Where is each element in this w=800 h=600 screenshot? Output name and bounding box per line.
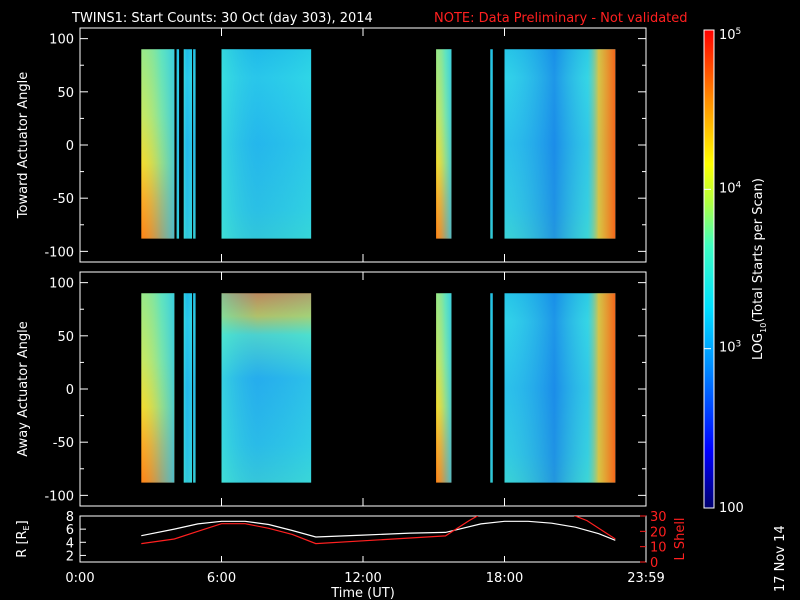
chart-title: TWINS1: Start Counts: 30 Oct (day 303), … <box>71 11 373 26</box>
heatmap-band-shade <box>436 293 452 483</box>
r-tick-label: 6 <box>66 523 74 538</box>
lshell-tick-label: 30 <box>650 510 667 525</box>
heatmap-band-shade <box>193 293 196 483</box>
y-tick-label: -50 <box>53 436 74 451</box>
heatmap-band-shade <box>504 293 616 483</box>
date-stamp: 17 Nov 14 <box>773 525 788 592</box>
preliminary-note: NOTE: Data Preliminary - Not validated <box>434 11 688 26</box>
lshell-tick-label: 0 <box>650 556 658 571</box>
heatmap-band-shade <box>183 293 193 483</box>
y-tick-label: 50 <box>57 330 74 345</box>
heatmap-band-shade <box>221 293 312 483</box>
heatmap-band-shade <box>490 49 493 239</box>
heatmap-band-shade <box>504 49 616 239</box>
time-axis-label: Time (UT) <box>330 586 395 600</box>
lshell-series-line <box>141 516 616 545</box>
time-tick-label: 6:00 <box>207 571 236 586</box>
lshell-axis-label: L Shell <box>673 517 688 560</box>
r-tick-label: 2 <box>66 549 74 564</box>
heatmap-band-shade <box>436 49 452 239</box>
colorbar: LOG10(Total Starts per Scan) 100 103 104 10… <box>703 27 768 516</box>
heatmap-band-shade <box>141 49 175 239</box>
colorbar-tick-label: 104 <box>719 180 742 196</box>
heatmap-band-shade <box>176 49 180 239</box>
r-tick-label: 4 <box>66 536 74 551</box>
y-tick-label: 0 <box>66 383 74 398</box>
heatmap-band-shade <box>221 49 312 239</box>
colorbar-label: LOG10(Total Starts per Scan) <box>751 178 768 360</box>
y-tick-label: -100 <box>44 245 74 260</box>
time-tick-label: 18:00 <box>486 571 523 586</box>
r-series-line <box>141 520 616 541</box>
y-tick-label: -50 <box>53 192 74 207</box>
r-axis-label: R [RE] <box>15 520 31 557</box>
colorbar-ramp <box>703 29 715 509</box>
y-axis-label: Toward Actuator Angle <box>16 72 31 219</box>
heatmap-band-shade <box>141 293 175 483</box>
y-tick-label: 50 <box>57 86 74 101</box>
time-tick-label: 0:00 <box>65 571 94 586</box>
away-angle-panel: 100 50 0 -50 -100 Away Actuator Angle <box>16 271 647 507</box>
y-axis-label: Away Actuator Angle <box>16 321 31 456</box>
lshell-tick-label: 10 <box>650 541 667 556</box>
time-tick-label: 12:00 <box>344 571 381 586</box>
heatmap-band-shade <box>183 49 193 239</box>
y-tick-label: -100 <box>44 489 74 504</box>
y-tick-label: 100 <box>49 277 74 292</box>
colorbar-tick-label: 105 <box>719 27 741 43</box>
heatmap-band-shade <box>193 49 196 239</box>
heatmap-band-shade <box>490 293 493 483</box>
y-tick-label: 0 <box>66 139 74 154</box>
r-tick-label: 8 <box>66 510 74 525</box>
colorbar-tick-label: 103 <box>719 340 741 356</box>
y-tick-label: 100 <box>49 33 74 48</box>
colorbar-tick-label: 100 <box>719 501 744 516</box>
time-tick-label: 23:59 <box>627 571 664 586</box>
orbit-frame <box>79 515 647 563</box>
toward-angle-panel: 100 50 0 -50 -100 Toward Actuator Angle <box>16 27 647 263</box>
lshell-tick-label: 20 <box>650 525 667 540</box>
